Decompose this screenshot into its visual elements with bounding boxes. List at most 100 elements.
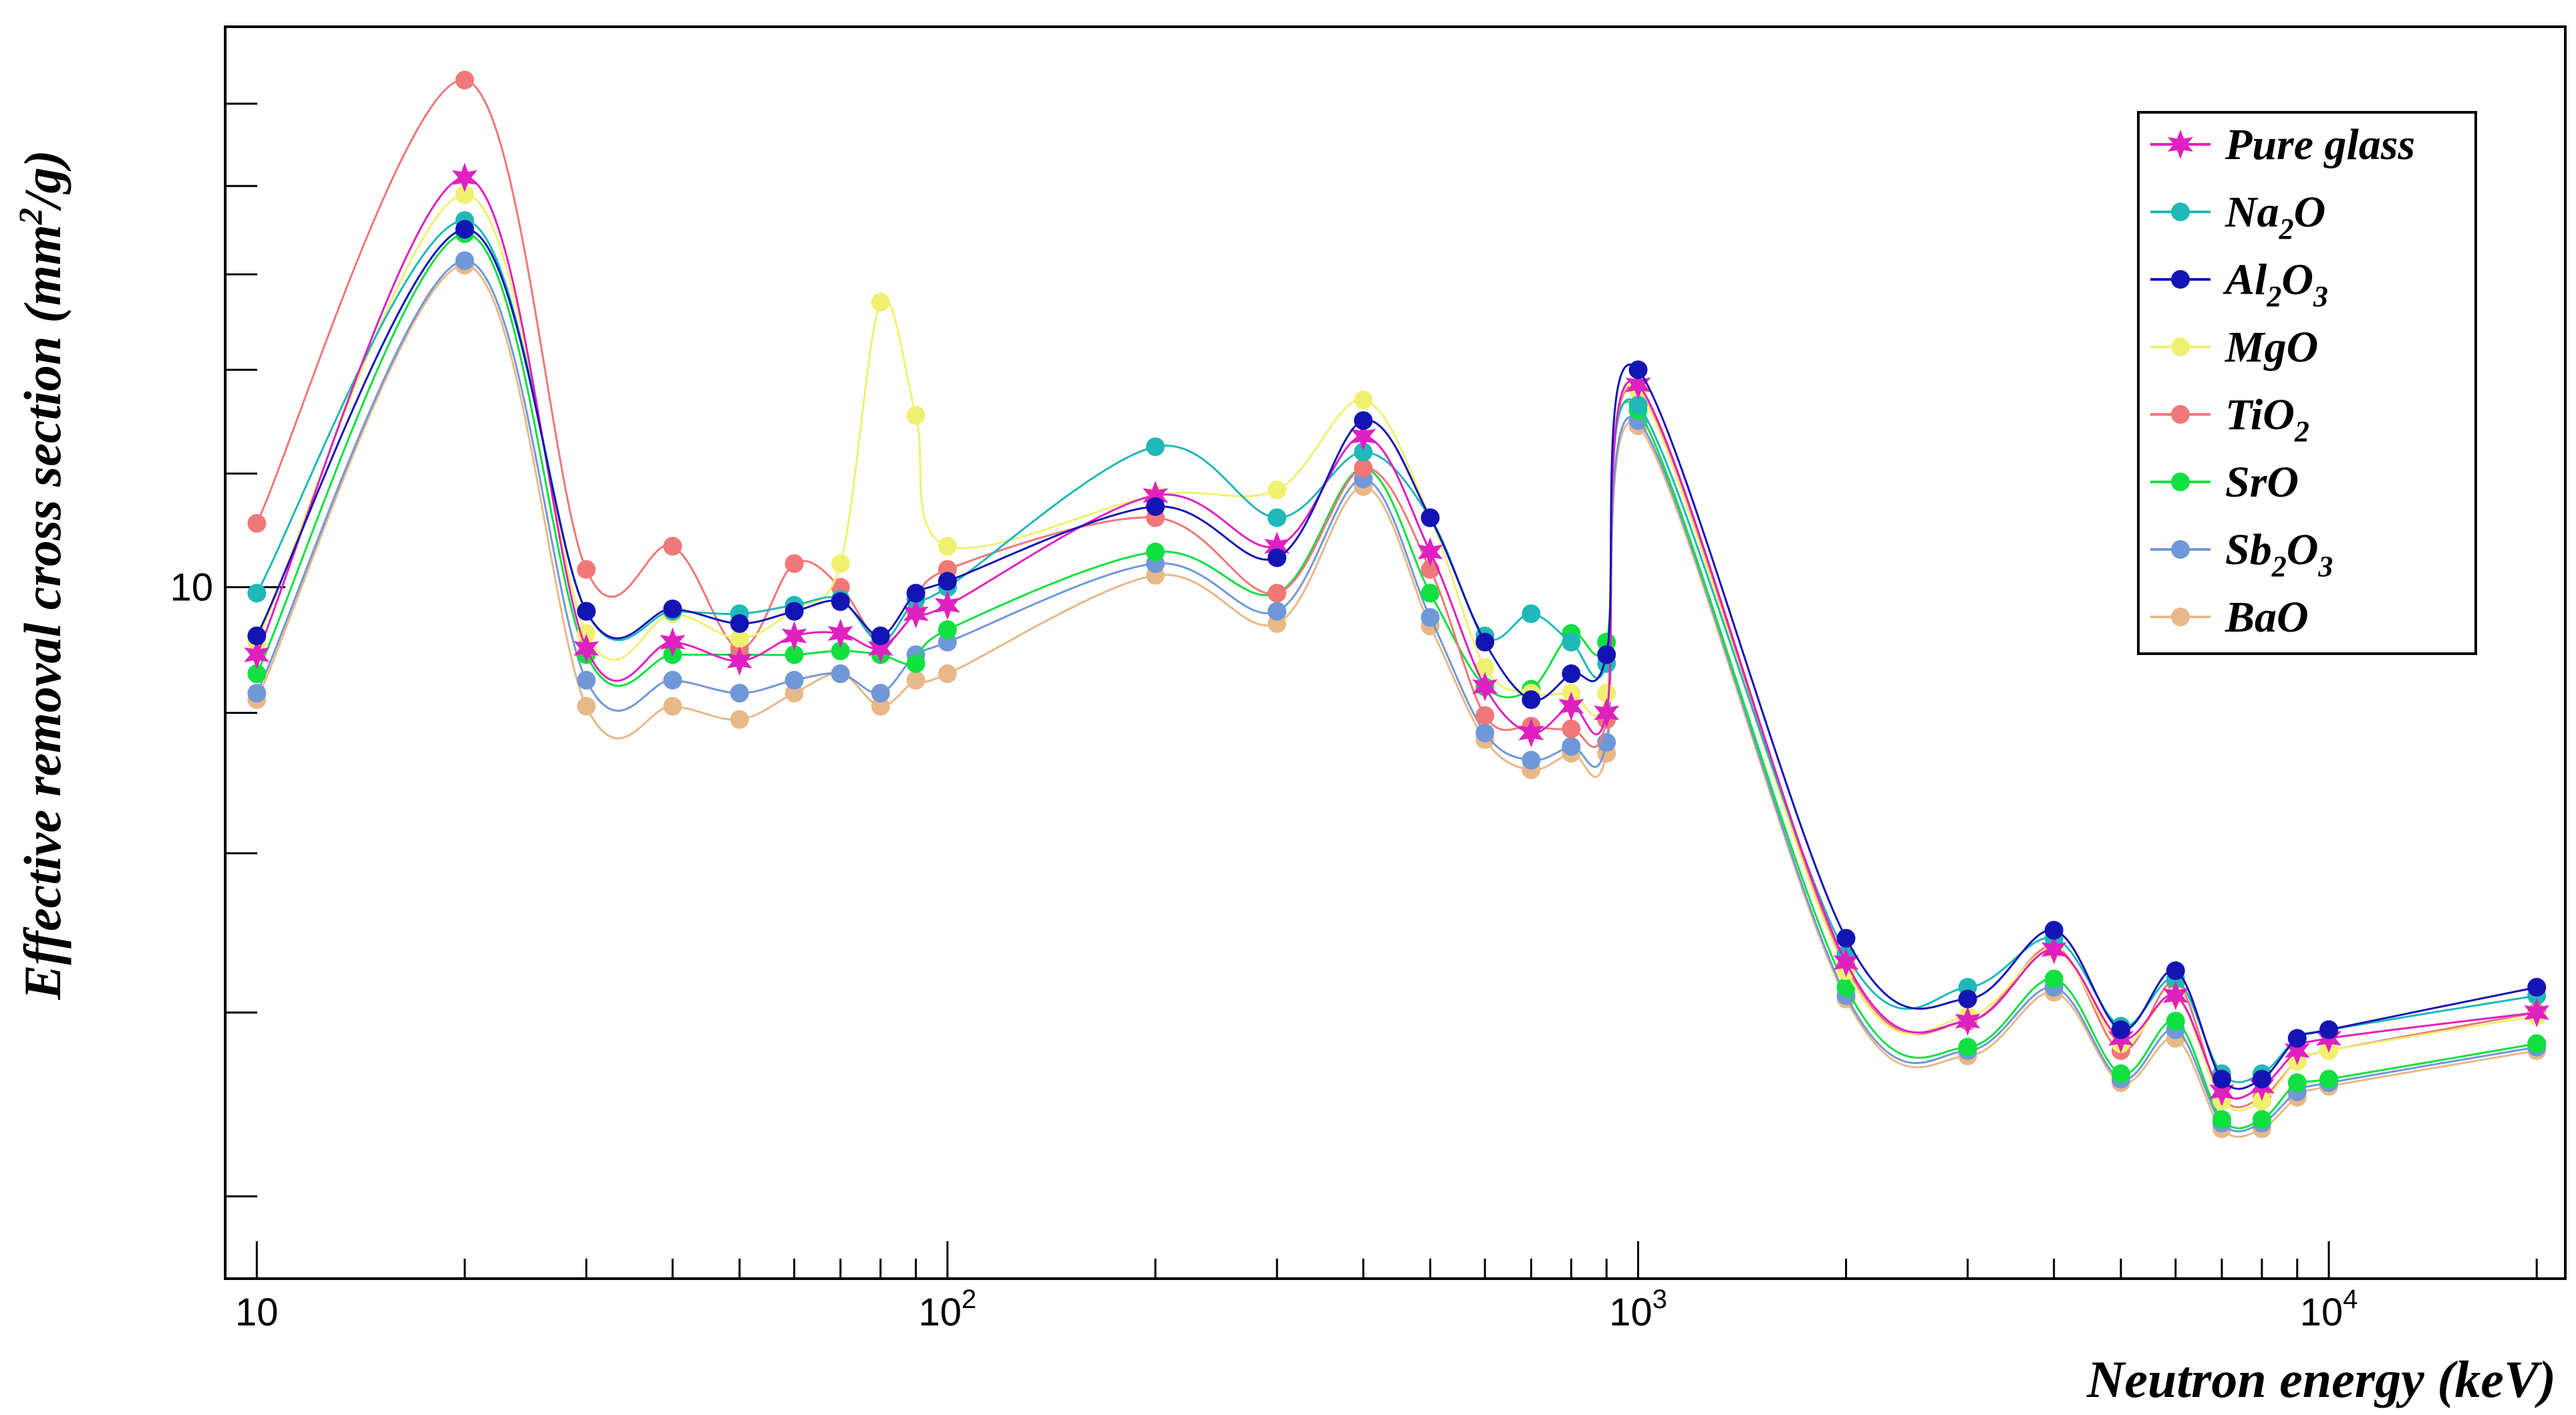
legend-item-sro: SrO [2150, 458, 2299, 507]
data-point-tio2 [577, 559, 596, 579]
legend-marker [2171, 203, 2190, 221]
legend-label-sub2: 3 [2313, 280, 2328, 313]
data-point-sro [1146, 542, 1165, 561]
legend-label-base: TiO [2225, 390, 2295, 439]
data-point-bao [663, 696, 682, 716]
legend-marker [2171, 540, 2190, 559]
data-point-pure-glass [2208, 1077, 2235, 1107]
data-point-sb2o3 [1475, 723, 1495, 743]
y-axis: 10 [170, 102, 285, 1198]
legend-label-tail: O [2281, 255, 2313, 304]
data-point-al2o3 [2319, 1020, 2339, 1039]
data-point-sro [1421, 584, 1440, 603]
data-point-bao [730, 710, 749, 729]
data-point-pure-glass [2524, 997, 2550, 1027]
data-point-sro [1836, 978, 1856, 997]
data-point-al2o3 [577, 602, 596, 621]
x-tick-label-exp: 4 [2343, 1285, 2357, 1314]
data-point-tio2 [663, 537, 682, 556]
x-tick-label-base: 10 [919, 1291, 962, 1334]
data-point-na2o [247, 584, 267, 603]
x-tick-label-exp: 3 [1653, 1285, 1667, 1314]
x-tick-label: 102 [919, 1285, 977, 1334]
data-point-sro [784, 645, 804, 664]
data-point-pure-glass [1143, 481, 1169, 511]
legend-label-base: BaO [2225, 593, 2309, 642]
data-point-na2o [1268, 508, 1287, 527]
legend-label-base: Na [2225, 188, 2279, 237]
y-axis-title: Effective removal cross section (mm2/g) [11, 150, 71, 1000]
data-point-pure-glass [1594, 698, 1620, 728]
x-tick-label-base: 10 [235, 1291, 279, 1334]
legend-item-pure-glass: Pure glass [2150, 120, 2415, 169]
data-point-pure-glass [2284, 1035, 2310, 1065]
legend-marker [2171, 608, 2190, 626]
x-axis: 10 102 103 104 [235, 1241, 2538, 1334]
data-point-na2o [1146, 437, 1165, 457]
data-point-sb2o3 [831, 664, 850, 684]
legend-label-base: MgO [2225, 323, 2318, 372]
legend-label-base: Sb [2225, 525, 2272, 574]
data-point-pure-glass [1518, 718, 1544, 748]
data-point-pure-glass [1625, 370, 1651, 400]
legend-label: TiO2 [2225, 390, 2309, 448]
legend-label-base: Al [2223, 255, 2267, 304]
data-point-tio2 [784, 554, 804, 573]
data-point-mgo [938, 537, 957, 556]
data-point-al2o3 [2166, 961, 2185, 981]
y-axis-title-suffix: /g) [13, 150, 71, 211]
legend-label-sub: 2 [2266, 280, 2281, 313]
data-point-al2o3 [831, 592, 850, 612]
data-point-sro [2252, 1110, 2271, 1129]
data-point-sb2o3 [247, 684, 267, 703]
data-point-sro [2044, 969, 2063, 989]
data-point-al2o3 [455, 220, 474, 239]
data-point-mgo [906, 406, 925, 425]
data-point-mgo [455, 185, 474, 205]
data-point-mgo [1354, 390, 1373, 410]
legend-label: SrO [2225, 458, 2299, 507]
legend-marker [2167, 130, 2194, 159]
data-point-pure-glass [781, 621, 807, 651]
data-point-sro [2319, 1069, 2339, 1089]
data-point-mgo [831, 554, 850, 573]
legend-box [2137, 111, 2477, 655]
data-point-sb2o3 [730, 684, 749, 703]
data-point-pure-glass [827, 618, 853, 648]
legend-marker [2171, 338, 2190, 356]
data-point-al2o3 [1268, 548, 1287, 567]
data-point-al2o3 [663, 599, 682, 618]
data-point-al2o3 [1628, 360, 1648, 380]
data-point-sb2o3 [1522, 751, 1541, 770]
data-point-al2o3 [1562, 664, 1581, 684]
legend-item-mgo: MgO [2150, 323, 2318, 372]
data-point-bao [938, 664, 957, 684]
data-point-pure-glass [2162, 981, 2188, 1011]
x-tick-label-base: 10 [2300, 1291, 2343, 1334]
x-axis-title: Neutron energy (keV) [2086, 1350, 2556, 1408]
data-point-sro [2527, 1034, 2547, 1053]
data-point-tio2 [1421, 559, 1440, 579]
data-point-pure-glass [726, 646, 752, 676]
data-point-sb2o3 [1421, 608, 1440, 627]
legend-label: BaO [2225, 593, 2309, 642]
x-tick-label: 10 [235, 1291, 279, 1334]
data-point-sro [2287, 1073, 2307, 1092]
data-point-pure-glass [1264, 531, 1290, 561]
data-point-tio2 [1475, 706, 1495, 725]
data-point-al2o3 [2527, 978, 2547, 997]
data-point-pure-glass [1955, 1006, 1981, 1036]
data-point-al2o3 [2111, 1020, 2130, 1039]
data-point-sro [247, 664, 267, 684]
data-point-tio2 [1354, 459, 1373, 478]
data-point-al2o3 [938, 571, 957, 591]
data-point-pure-glass [2041, 934, 2067, 964]
data-point-sb2o3 [455, 251, 474, 270]
data-point-al2o3 [1597, 645, 1616, 664]
data-point-sro [2111, 1064, 2130, 1083]
data-point-mgo [1475, 658, 1495, 677]
data-point-al2o3 [1475, 632, 1495, 652]
data-point-mgo [871, 293, 890, 312]
